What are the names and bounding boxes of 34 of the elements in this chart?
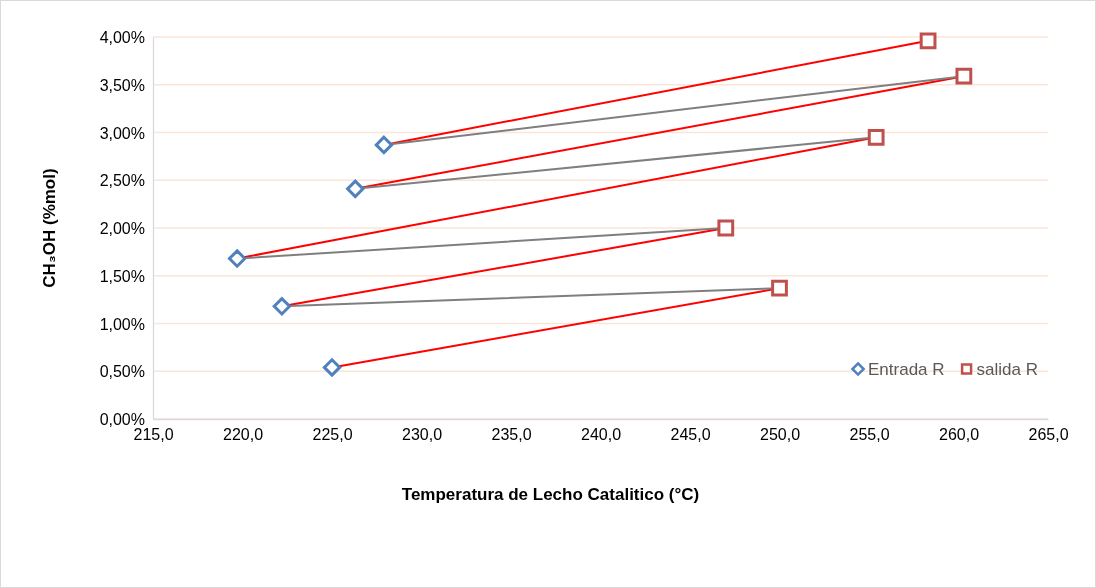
x-tick-label: 220,0: [222, 426, 264, 444]
y-tick-label: 0,00%: [99, 411, 145, 429]
point: [374, 135, 394, 155]
point: [717, 219, 735, 237]
point: [227, 249, 247, 268]
y-tick-label: 1,50%: [99, 267, 145, 285]
y-tick-label: 3,00%: [99, 124, 145, 142]
x-tick-label: 225,0: [312, 426, 353, 444]
point: [955, 67, 973, 85]
point: [322, 358, 342, 377]
y-tick-label: 1,00%: [99, 315, 145, 333]
x-tick-label: 245,0: [670, 426, 711, 444]
x-tick-label: 260,0: [938, 426, 980, 444]
y-tick-label: 2,50%: [99, 172, 145, 190]
point: [867, 128, 885, 146]
point: [346, 179, 365, 199]
legend-label: Entrada R: [868, 359, 945, 379]
y-tick-label: 2,00%: [99, 220, 145, 238]
x-tick-label: 240,0: [580, 426, 622, 444]
x-tick-label: 250,0: [759, 426, 801, 444]
y-tick-label: 3,50%: [99, 76, 145, 94]
point: [272, 297, 292, 316]
y-axis-title: CH₃OH (%mol): [40, 168, 59, 288]
y-tick-label: 4,00%: [99, 29, 145, 47]
legend-label: salida R: [976, 359, 1038, 379]
point: [919, 32, 937, 50]
x-tick-label: 255,0: [849, 426, 890, 444]
x-axis-title: Temperatura de Lecho Catalitico (°C): [401, 485, 700, 504]
x-tick-label: 230,0: [401, 426, 443, 444]
point: [771, 279, 788, 297]
x-tick-label: 265,0: [1028, 426, 1069, 444]
x-tick-label: 235,0: [491, 426, 532, 444]
x-tick-label: 215,0: [133, 426, 174, 444]
y-tick-label: 0,50%: [99, 363, 145, 381]
